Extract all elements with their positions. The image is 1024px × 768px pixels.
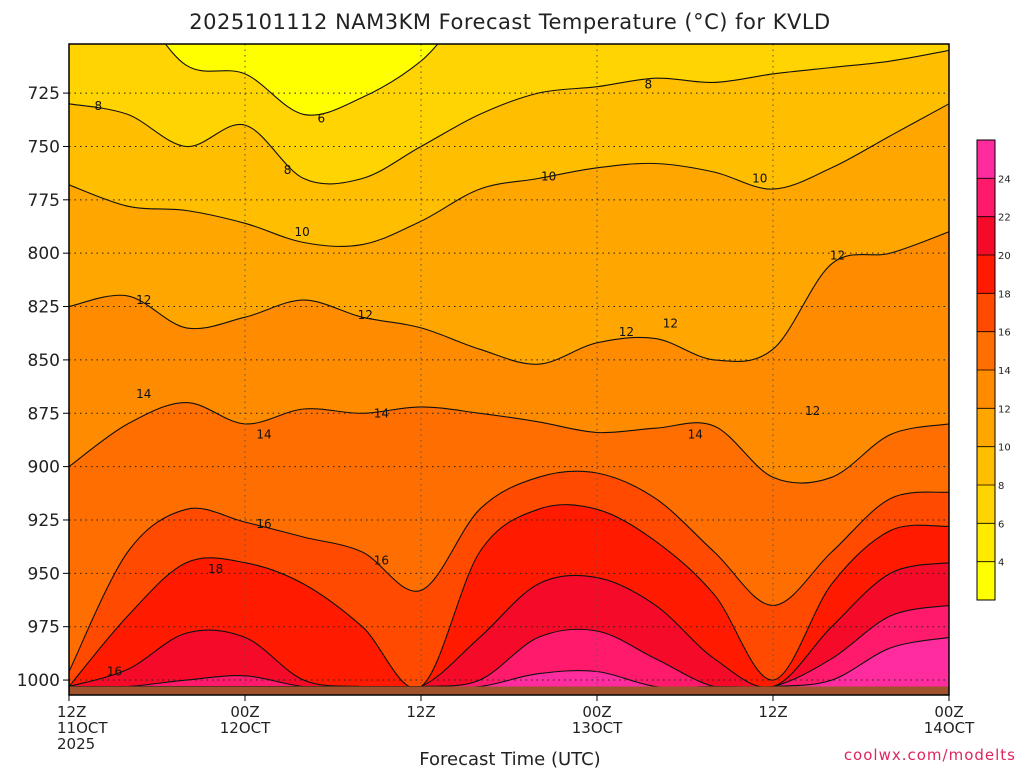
contour-label: 16 bbox=[107, 665, 122, 679]
contour-label: 10 bbox=[752, 171, 767, 185]
colorbar-swatch bbox=[977, 370, 995, 409]
x-tick-label: 12Z bbox=[758, 703, 787, 721]
contour-labels: 8 6 8 8 10 10 10 12 12 12 12 12 12 14 14 14 14 16 16 16 18 bbox=[95, 78, 846, 679]
contour-label: 6 bbox=[317, 112, 325, 126]
isotherm-16C bbox=[69, 470, 949, 672]
x-axis-label: Forecast Time (UTC) bbox=[419, 749, 600, 768]
x-tick-label: 13OCT bbox=[572, 719, 623, 737]
colorbar-tick-label: 8 bbox=[998, 481, 1004, 492]
contour-label: 12 bbox=[358, 308, 373, 322]
x-tick-label: 00Z bbox=[934, 703, 963, 721]
x-tick-label: 2025 bbox=[57, 735, 95, 753]
band-18C bbox=[69, 504, 949, 695]
y-tick-label: 775 bbox=[28, 191, 60, 211]
contour-label: 16 bbox=[374, 554, 389, 568]
colorbar-swatch bbox=[977, 523, 995, 562]
x-tick-label: 12Z bbox=[57, 703, 86, 721]
y-tick-label: 800 bbox=[28, 244, 60, 264]
y-tick-label: 750 bbox=[28, 137, 60, 157]
chart-title: 2025101112 NAM3KM Forecast Temperature (… bbox=[189, 10, 830, 34]
contour-label: 16 bbox=[256, 517, 271, 531]
contour-label: 14 bbox=[136, 387, 151, 401]
colorbar-swatch bbox=[977, 255, 995, 294]
colorbar-tick-label: 14 bbox=[998, 366, 1011, 377]
band-20C bbox=[69, 562, 949, 695]
colorbar-swatch bbox=[977, 331, 995, 370]
y-tick-label: 925 bbox=[28, 511, 60, 531]
colorbar-swatch bbox=[977, 216, 995, 255]
contour-label: 10 bbox=[541, 169, 556, 183]
contour-label: 14 bbox=[256, 428, 271, 442]
x-tick-label: 00Z bbox=[230, 703, 259, 721]
contour-label: 12 bbox=[830, 248, 845, 262]
plot-area: 8 6 8 8 10 10 10 12 12 12 12 12 12 14 14 14 14 16 16 16 18 bbox=[68, 43, 950, 696]
x-tick-label: 14OCT bbox=[924, 719, 975, 737]
isotherm-contours bbox=[69, 44, 949, 691]
y-tick-label: 975 bbox=[28, 618, 60, 638]
contour-label: 18 bbox=[208, 562, 223, 576]
colorbar-tick-label: 6 bbox=[998, 519, 1004, 530]
colorbar-tick-label: 12 bbox=[998, 404, 1011, 415]
colorbar-swatch bbox=[977, 485, 995, 524]
colorbar-tick-label: 22 bbox=[998, 213, 1011, 224]
y-tick-label: 825 bbox=[28, 298, 60, 318]
y-tick-label: 875 bbox=[28, 404, 60, 424]
contour-label: 12 bbox=[619, 325, 634, 339]
x-tick-label: 12Z bbox=[406, 703, 435, 721]
colorbar-tick-label: 10 bbox=[998, 443, 1011, 454]
band-below-6C bbox=[165, 44, 438, 116]
y-tick-label: 1000 bbox=[17, 671, 60, 691]
contour-label: 14 bbox=[374, 406, 389, 420]
colorbar-swatch bbox=[977, 293, 995, 332]
contour-label: 12 bbox=[136, 293, 151, 307]
isotherm-22C bbox=[69, 604, 949, 691]
colorbar-tick-label: 4 bbox=[998, 558, 1004, 569]
colorbar-legend: 4 6 8 10 12 14 16 18 20 22 24 bbox=[976, 139, 1011, 601]
colorbar-tick-label: 16 bbox=[998, 328, 1011, 339]
colorbar-tick-label: 18 bbox=[998, 289, 1011, 300]
contour-label: 8 bbox=[645, 78, 653, 92]
isotherm-10C bbox=[69, 103, 949, 248]
isotherm-14C bbox=[69, 402, 949, 484]
contour-label: 12 bbox=[663, 317, 678, 331]
grid-lines bbox=[69, 44, 949, 695]
contour-label: 8 bbox=[95, 99, 103, 113]
x-tick-label: 12OCT bbox=[220, 719, 271, 737]
pressure-axis: 725 750 775 800 825 850 875 900 925 950 975 1000 bbox=[17, 84, 69, 691]
plot-frame bbox=[68, 43, 950, 696]
colorbar-swatch bbox=[977, 178, 995, 217]
colorbar-swatch bbox=[977, 408, 995, 447]
colorbar-swatch bbox=[977, 446, 995, 485]
colorbar-swatch bbox=[977, 561, 995, 600]
colorbar-swatch bbox=[977, 140, 995, 179]
colorbar-tick-label: 24 bbox=[998, 174, 1011, 185]
y-tick-label: 725 bbox=[28, 84, 60, 104]
temperature-fill-layer bbox=[69, 44, 949, 695]
y-tick-label: 850 bbox=[28, 351, 60, 371]
contour-label: 10 bbox=[295, 225, 310, 239]
isotherm-6C bbox=[164, 44, 439, 116]
isotherm-20C bbox=[69, 562, 949, 691]
x-tick-label: 11OCT bbox=[57, 719, 108, 737]
y-tick-label: 900 bbox=[28, 458, 60, 478]
credit-text: coolwx.com/modelts bbox=[844, 746, 1016, 764]
colorbar-tick-label: 20 bbox=[998, 251, 1011, 262]
x-tick-label: 00Z bbox=[582, 703, 611, 721]
y-tick-label: 950 bbox=[28, 564, 60, 584]
contour-label: 14 bbox=[688, 428, 703, 442]
contour-label: 12 bbox=[805, 404, 820, 418]
isotherm-18C bbox=[69, 504, 949, 689]
contour-label: 8 bbox=[284, 163, 292, 177]
isotherm-12C bbox=[69, 231, 949, 365]
terrain-ground bbox=[69, 686, 949, 695]
isotherm-8C bbox=[69, 49, 949, 185]
